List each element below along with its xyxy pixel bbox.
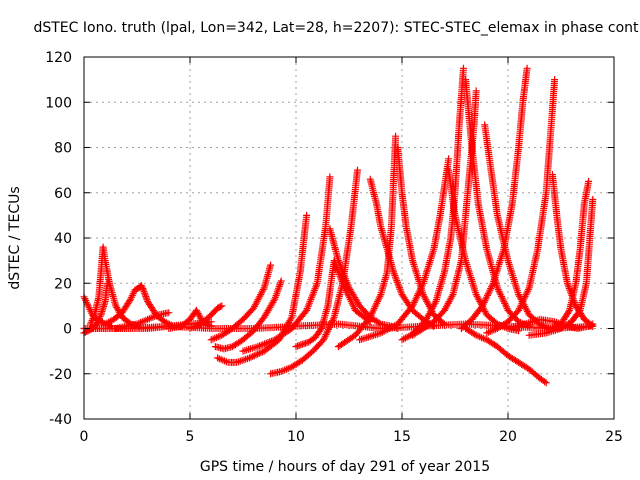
- series-marks-3: [101, 282, 177, 330]
- series-marks-11: [239, 173, 334, 355]
- series-arc26: [462, 325, 550, 387]
- series-marks-18: [356, 155, 453, 344]
- series-arc17: [366, 175, 438, 330]
- series-arc25: [481, 121, 554, 332]
- series-arc27: [483, 76, 559, 337]
- series-marks-26: [483, 76, 559, 337]
- y-tick-label-5: 60: [54, 186, 72, 202]
- series-arc19: [356, 155, 453, 344]
- y-tick-label-0: -40: [49, 412, 72, 428]
- series-marks-8: [207, 261, 275, 344]
- y-axis-label: dSTEC / TECUs: [7, 186, 23, 289]
- y-tick-label-4: 40: [54, 231, 72, 247]
- data-points: [80, 64, 597, 387]
- series-arc4: [101, 282, 177, 330]
- x-tick-label-5: 25: [605, 429, 623, 445]
- x-tick-label-4: 20: [499, 429, 517, 445]
- series-marks-2: [86, 243, 143, 330]
- series-arc13: [267, 166, 361, 378]
- series-marks-28: [546, 177, 593, 332]
- series-arc29: [546, 177, 593, 332]
- y-tick-label-2: 0: [63, 322, 72, 338]
- y-tick-label-6: 80: [54, 141, 72, 157]
- series-marks-19: [398, 64, 467, 344]
- series-marks-15: [334, 132, 400, 351]
- x-tick-label-2: 10: [287, 429, 305, 445]
- series-marks-16: [366, 175, 438, 330]
- x-tick-label-1: 5: [186, 429, 195, 445]
- x-axis-label: GPS time / hours of day 291 of year 2015: [200, 459, 490, 475]
- series-arc3: [86, 243, 143, 330]
- x-tick-label-0: 0: [80, 429, 89, 445]
- series-marks-24: [481, 121, 554, 332]
- series-marks-25: [462, 325, 550, 387]
- x-tick-label-3: 15: [393, 429, 411, 445]
- series-arc20: [398, 64, 467, 344]
- y-tick-label-7: 100: [45, 95, 72, 111]
- chart-title: dSTEC Iono. truth (lpal, Lon=342, Lat=28…: [33, 20, 639, 36]
- series-marks-12: [267, 166, 361, 378]
- series-arc12: [239, 173, 334, 355]
- series-arc16: [334, 132, 400, 351]
- y-tick-label-3: 20: [54, 276, 72, 292]
- series-arc9: [207, 261, 275, 344]
- y-tick-label-8: 120: [45, 50, 72, 66]
- axis-ticks: 0 5 10 15 20 25 -40 -20 0 20 40 60 80 100 120: [45, 50, 623, 445]
- y-tick-label-1: -20: [49, 367, 72, 383]
